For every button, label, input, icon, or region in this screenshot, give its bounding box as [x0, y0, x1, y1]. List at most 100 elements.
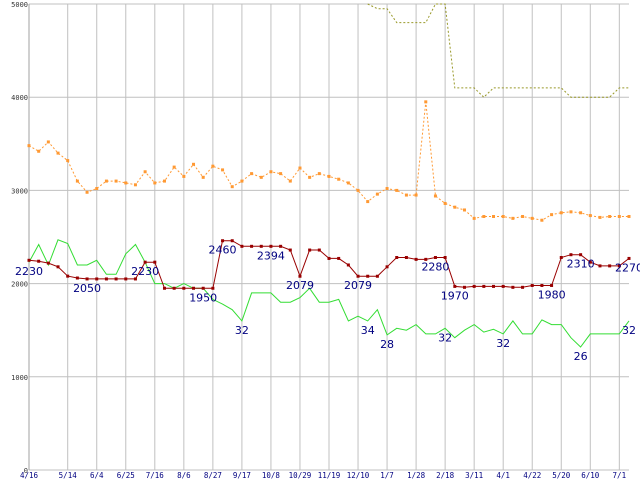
y-tick-label: 0 [24, 467, 28, 475]
data-point [269, 170, 273, 174]
data-point [346, 263, 350, 267]
data-point [143, 170, 147, 174]
x-tick-label: 4/22 [523, 471, 541, 480]
data-label: 2280 [421, 261, 449, 274]
data-point [104, 179, 108, 183]
data-point [521, 285, 525, 289]
data-point [404, 193, 408, 197]
data-point [501, 214, 505, 218]
data-point [511, 285, 515, 289]
data-point [250, 244, 254, 248]
data-point [240, 244, 244, 248]
y-tick-label: 5000 [11, 1, 28, 9]
x-tick-label: 10/8 [262, 471, 281, 480]
data-point [327, 174, 331, 178]
data-point [27, 258, 31, 262]
x-tick-label: 6/10 [581, 471, 600, 480]
data-point [356, 188, 360, 192]
data-labels: 2230 2050 2230 1950 2460 32 2394 2079 2079 34 28 22… [15, 244, 640, 363]
data-point [337, 177, 341, 181]
data-point [269, 244, 273, 248]
data-label: 2230 [131, 265, 159, 278]
data-point [153, 260, 157, 264]
data-point [414, 257, 418, 261]
x-tick-label: 4/1 [496, 471, 510, 480]
data-point [608, 264, 612, 268]
data-point [308, 248, 312, 252]
x-tick-label: 8/27 [204, 471, 222, 480]
data-point [395, 256, 399, 260]
data-point [569, 210, 573, 214]
grid-lines [28, 3, 629, 471]
data-point [462, 208, 466, 212]
data-point [337, 256, 341, 260]
x-tick-label: 10/29 [289, 471, 312, 480]
data-point [579, 211, 583, 215]
data-point [221, 168, 225, 172]
data-point [414, 193, 418, 197]
data-point [598, 215, 602, 219]
x-tick-label: 5/20 [552, 471, 571, 480]
data-point [433, 194, 437, 198]
series-lines [27, 3, 631, 348]
x-tick-label: 1/7 [380, 471, 394, 480]
data-point [588, 214, 592, 218]
data-point [385, 187, 389, 191]
y-tick-label: 3000 [11, 187, 28, 195]
data-label: 2460 [209, 244, 237, 257]
data-point [133, 277, 137, 281]
data-point [366, 200, 370, 204]
data-point [250, 172, 254, 176]
data-point [298, 274, 302, 278]
data-point [201, 286, 205, 290]
data-point [608, 214, 612, 218]
data-point [443, 256, 447, 260]
data-point [404, 256, 408, 260]
data-point [162, 179, 166, 183]
data-point [114, 277, 118, 281]
data-point [85, 277, 89, 281]
data-point [124, 277, 128, 281]
data-point [550, 213, 554, 217]
data-point [453, 205, 457, 209]
data-point [317, 248, 321, 252]
data-point [298, 166, 302, 170]
data-point [56, 265, 60, 269]
data-point [540, 283, 544, 287]
data-point [540, 218, 544, 222]
data-point [453, 284, 457, 288]
data-point [559, 256, 563, 260]
data-point [492, 214, 496, 218]
data-point [172, 165, 176, 169]
data-point [201, 175, 205, 179]
data-point [240, 179, 244, 183]
data-point [75, 179, 79, 183]
data-point [366, 274, 370, 278]
data-point [37, 149, 41, 153]
data-point [385, 265, 389, 269]
data-point [327, 256, 331, 260]
data-point [433, 256, 437, 260]
data-point [511, 216, 515, 220]
y-tick-label: 4000 [11, 94, 28, 102]
data-point [259, 175, 263, 179]
data-point [56, 151, 60, 155]
series-3 [27, 239, 631, 290]
data-point [356, 274, 360, 278]
data-point [162, 286, 166, 290]
data-point [133, 183, 137, 187]
data-point [192, 286, 196, 290]
data-point [114, 179, 118, 183]
data-label: 1950 [189, 291, 217, 304]
data-label: 1970 [441, 289, 469, 302]
data-point [617, 214, 621, 218]
data-point [124, 181, 128, 185]
data-point [375, 192, 379, 196]
data-label: 32 [438, 331, 452, 344]
data-label: 28 [380, 338, 394, 351]
data-point [424, 100, 428, 104]
data-point [559, 211, 563, 215]
data-point [521, 214, 525, 218]
data-point [172, 286, 176, 290]
